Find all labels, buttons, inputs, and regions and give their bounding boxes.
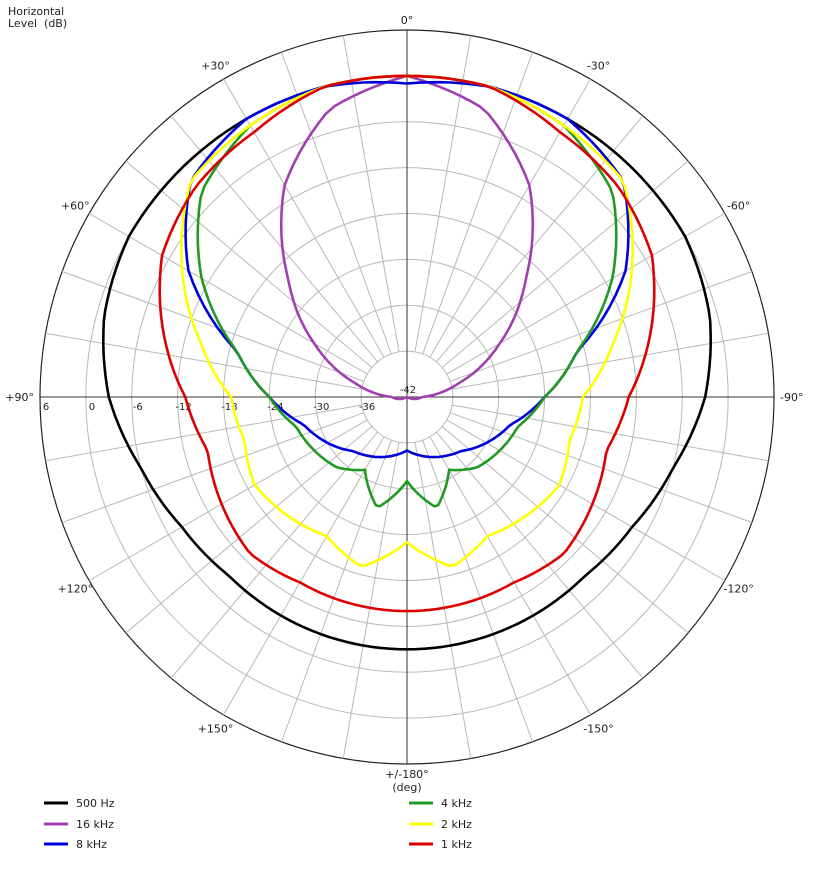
r-tick-label: -18 — [221, 402, 237, 413]
x-axis-label: (deg) — [392, 781, 421, 794]
y-axis-label-line2: Level (dB) — [8, 17, 68, 30]
grid-spoke — [452, 332, 769, 390]
series-line-1-khz — [158, 74, 656, 613]
grid-spoke — [449, 412, 753, 523]
grid-spoke — [61, 271, 365, 382]
legend-label: 4 kHz — [441, 797, 472, 810]
grid-spoke — [45, 332, 362, 390]
grid-spoke — [170, 115, 378, 363]
grid-spoke — [441, 160, 689, 368]
series-line-8-khz — [184, 80, 630, 459]
y-axis-label: Horizontal Level (dB) — [8, 6, 67, 30]
r-tick-label: -30 — [313, 402, 329, 413]
grid-spoke — [88, 213, 368, 375]
grid-spoke — [436, 431, 644, 679]
grid-spoke — [414, 35, 472, 352]
angle-label: -30° — [587, 59, 610, 72]
grid-spoke — [281, 439, 392, 743]
grid-spoke — [223, 78, 385, 358]
r-tick-label: -6 — [133, 402, 143, 413]
grid-spoke — [446, 419, 726, 581]
grid-spoke — [414, 442, 472, 759]
angle-label: +/-180° — [385, 768, 428, 781]
angle-label: -120° — [723, 583, 753, 596]
legend-label: 1 kHz — [441, 838, 472, 851]
grid-spoke — [449, 271, 753, 382]
grid-spoke — [429, 78, 591, 358]
grid-spoke — [281, 51, 392, 355]
legend-label: 2 kHz — [441, 818, 472, 831]
grid-spoke — [429, 436, 591, 716]
r-tick-label: -36 — [359, 402, 375, 413]
angle-label: +150° — [198, 723, 234, 736]
legend-label: 8 kHz — [76, 838, 107, 851]
grid-spoke — [170, 431, 378, 679]
grid-spoke — [452, 404, 769, 462]
angle-label: -150° — [583, 723, 613, 736]
angle-label: +120° — [57, 583, 93, 596]
angle-label: 0° — [401, 14, 414, 27]
legend-label: 16 kHz — [76, 818, 114, 831]
angle-label: -60° — [727, 200, 750, 213]
grid-spoke — [422, 439, 533, 743]
grid-spoke — [223, 436, 385, 716]
grid-spoke — [45, 404, 362, 462]
grid-spoke — [342, 442, 400, 759]
angle-label: +60° — [61, 200, 90, 213]
legend-label: 500 Hz — [76, 797, 115, 810]
grid-spoke — [125, 160, 373, 368]
r-tick-label: -12 — [175, 402, 191, 413]
grid-spoke — [441, 426, 689, 634]
grid-spoke — [342, 35, 400, 352]
grid-spoke — [446, 213, 726, 375]
angle-label: +30° — [201, 59, 230, 72]
angle-label: +90° — [5, 391, 34, 404]
grid-spoke — [436, 115, 644, 363]
r-tick-label: 0 — [89, 402, 95, 413]
r-tick-label: 6 — [43, 402, 49, 413]
grid-spoke — [422, 51, 533, 355]
angle-label: -90° — [780, 391, 803, 404]
grid-spoke — [125, 426, 373, 634]
r-tick-label: -42 — [400, 385, 416, 396]
grid-spoke — [61, 412, 365, 523]
y-axis-label-line1: Horizontal — [8, 5, 65, 18]
grid-spoke — [88, 419, 368, 581]
